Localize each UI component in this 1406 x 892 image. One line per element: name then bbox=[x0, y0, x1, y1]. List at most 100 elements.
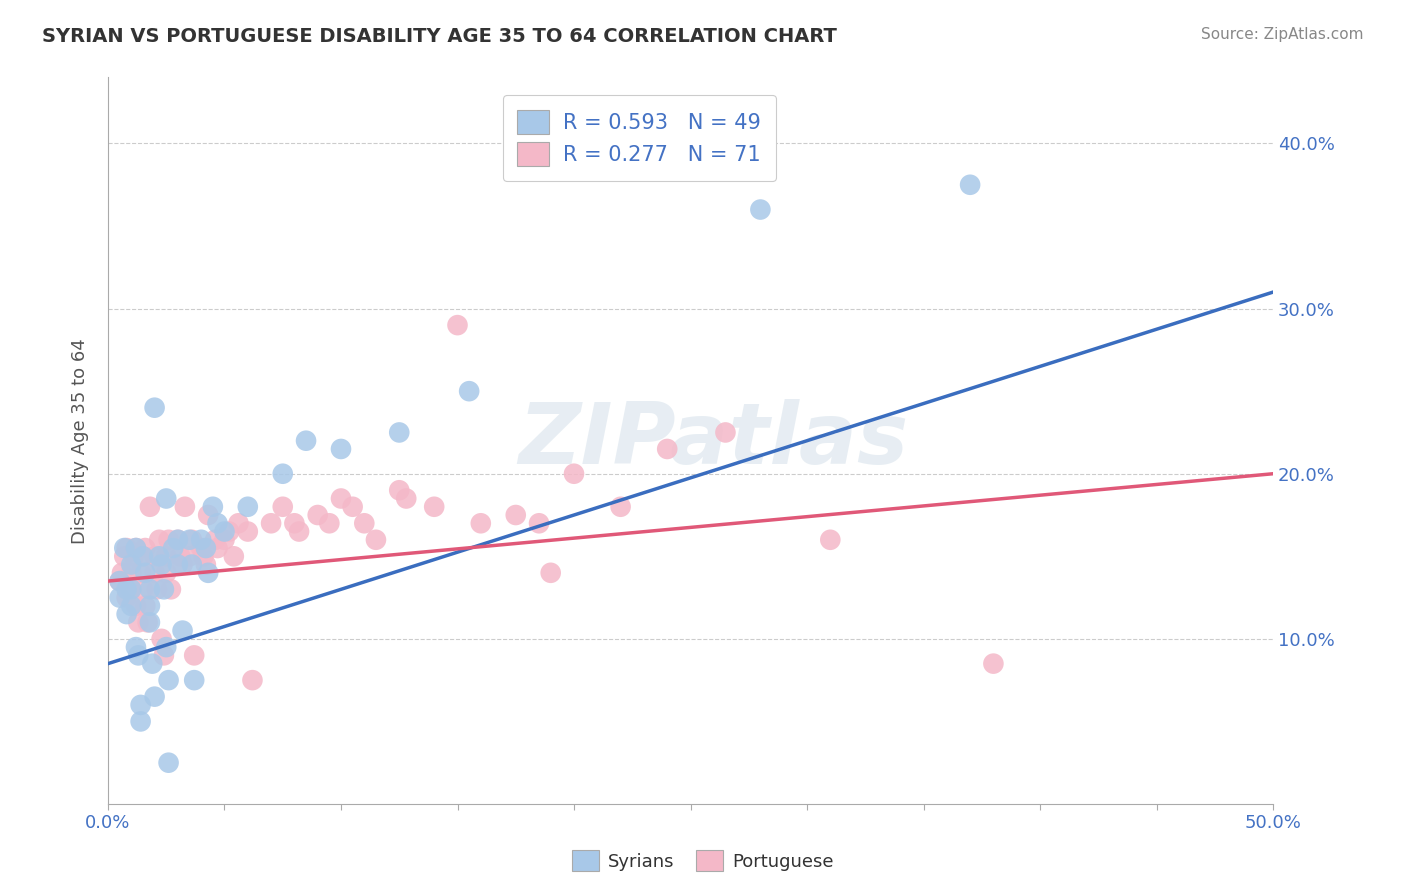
Point bbox=[134, 566, 156, 580]
Point bbox=[167, 533, 190, 547]
Point bbox=[157, 533, 180, 547]
Point bbox=[172, 558, 194, 572]
Point bbox=[132, 582, 155, 597]
Point bbox=[132, 549, 155, 564]
Point bbox=[749, 202, 772, 217]
Point bbox=[271, 467, 294, 481]
Point bbox=[111, 566, 134, 580]
Point bbox=[157, 673, 180, 687]
Point bbox=[423, 500, 446, 514]
Point bbox=[115, 591, 138, 605]
Point bbox=[307, 508, 329, 522]
Point bbox=[173, 500, 195, 514]
Y-axis label: Disability Age 35 to 64: Disability Age 35 to 64 bbox=[72, 338, 89, 543]
Legend: Syrians, Portuguese: Syrians, Portuguese bbox=[565, 843, 841, 879]
Point bbox=[122, 549, 145, 564]
Point bbox=[125, 541, 148, 555]
Point bbox=[388, 483, 411, 498]
Point bbox=[446, 318, 468, 332]
Point bbox=[146, 582, 169, 597]
Text: SYRIAN VS PORTUGUESE DISABILITY AGE 35 TO 64 CORRELATION CHART: SYRIAN VS PORTUGUESE DISABILITY AGE 35 T… bbox=[42, 27, 837, 45]
Point bbox=[197, 508, 219, 522]
Legend: R = 0.593   N = 49, R = 0.277   N = 71: R = 0.593 N = 49, R = 0.277 N = 71 bbox=[503, 95, 776, 181]
Point bbox=[115, 582, 138, 597]
Point bbox=[330, 491, 353, 506]
Point bbox=[388, 425, 411, 440]
Point bbox=[139, 582, 162, 597]
Point bbox=[115, 607, 138, 621]
Point bbox=[143, 401, 166, 415]
Point bbox=[470, 516, 492, 531]
Point bbox=[120, 558, 142, 572]
Point bbox=[141, 657, 163, 671]
Point bbox=[134, 541, 156, 555]
Point bbox=[172, 624, 194, 638]
Point bbox=[505, 508, 527, 522]
Point bbox=[562, 467, 585, 481]
Point bbox=[120, 582, 142, 597]
Point bbox=[458, 384, 481, 399]
Point bbox=[318, 516, 340, 531]
Point bbox=[180, 533, 202, 547]
Point bbox=[295, 434, 318, 448]
Point bbox=[139, 615, 162, 630]
Point bbox=[120, 599, 142, 613]
Point bbox=[162, 541, 184, 555]
Point bbox=[222, 549, 245, 564]
Point bbox=[242, 673, 264, 687]
Point bbox=[108, 574, 131, 588]
Point bbox=[236, 500, 259, 514]
Point bbox=[609, 500, 631, 514]
Point bbox=[204, 533, 226, 547]
Point bbox=[157, 756, 180, 770]
Point bbox=[108, 591, 131, 605]
Point bbox=[112, 549, 135, 564]
Point bbox=[179, 549, 201, 564]
Point bbox=[527, 516, 550, 531]
Point bbox=[139, 599, 162, 613]
Point bbox=[180, 558, 202, 572]
Point bbox=[143, 690, 166, 704]
Point bbox=[115, 541, 138, 555]
Point bbox=[112, 541, 135, 555]
Point bbox=[150, 632, 173, 646]
Point bbox=[236, 524, 259, 539]
Point bbox=[183, 648, 205, 663]
Point bbox=[540, 566, 562, 580]
Point bbox=[959, 178, 981, 192]
Point bbox=[197, 566, 219, 580]
Point bbox=[120, 566, 142, 580]
Point bbox=[155, 491, 177, 506]
Point bbox=[125, 640, 148, 654]
Point bbox=[193, 549, 215, 564]
Point bbox=[283, 516, 305, 531]
Point bbox=[194, 541, 217, 555]
Point bbox=[194, 558, 217, 572]
Point bbox=[129, 714, 152, 729]
Point bbox=[342, 500, 364, 514]
Point bbox=[288, 524, 311, 539]
Point bbox=[169, 549, 191, 564]
Point bbox=[160, 582, 183, 597]
Point bbox=[153, 648, 176, 663]
Point bbox=[129, 698, 152, 712]
Point bbox=[364, 533, 387, 547]
Point bbox=[155, 640, 177, 654]
Point bbox=[214, 524, 236, 539]
Point bbox=[125, 541, 148, 555]
Point bbox=[179, 533, 201, 547]
Point bbox=[167, 558, 190, 572]
Point bbox=[190, 533, 212, 547]
Point bbox=[132, 549, 155, 564]
Point bbox=[207, 516, 229, 531]
Point bbox=[260, 516, 283, 531]
Point bbox=[228, 516, 250, 531]
Point bbox=[143, 549, 166, 564]
Point bbox=[127, 615, 149, 630]
Point bbox=[714, 425, 737, 440]
Point bbox=[330, 442, 353, 456]
Point bbox=[129, 566, 152, 580]
Point bbox=[207, 541, 229, 555]
Point bbox=[136, 615, 159, 630]
Point bbox=[108, 574, 131, 588]
